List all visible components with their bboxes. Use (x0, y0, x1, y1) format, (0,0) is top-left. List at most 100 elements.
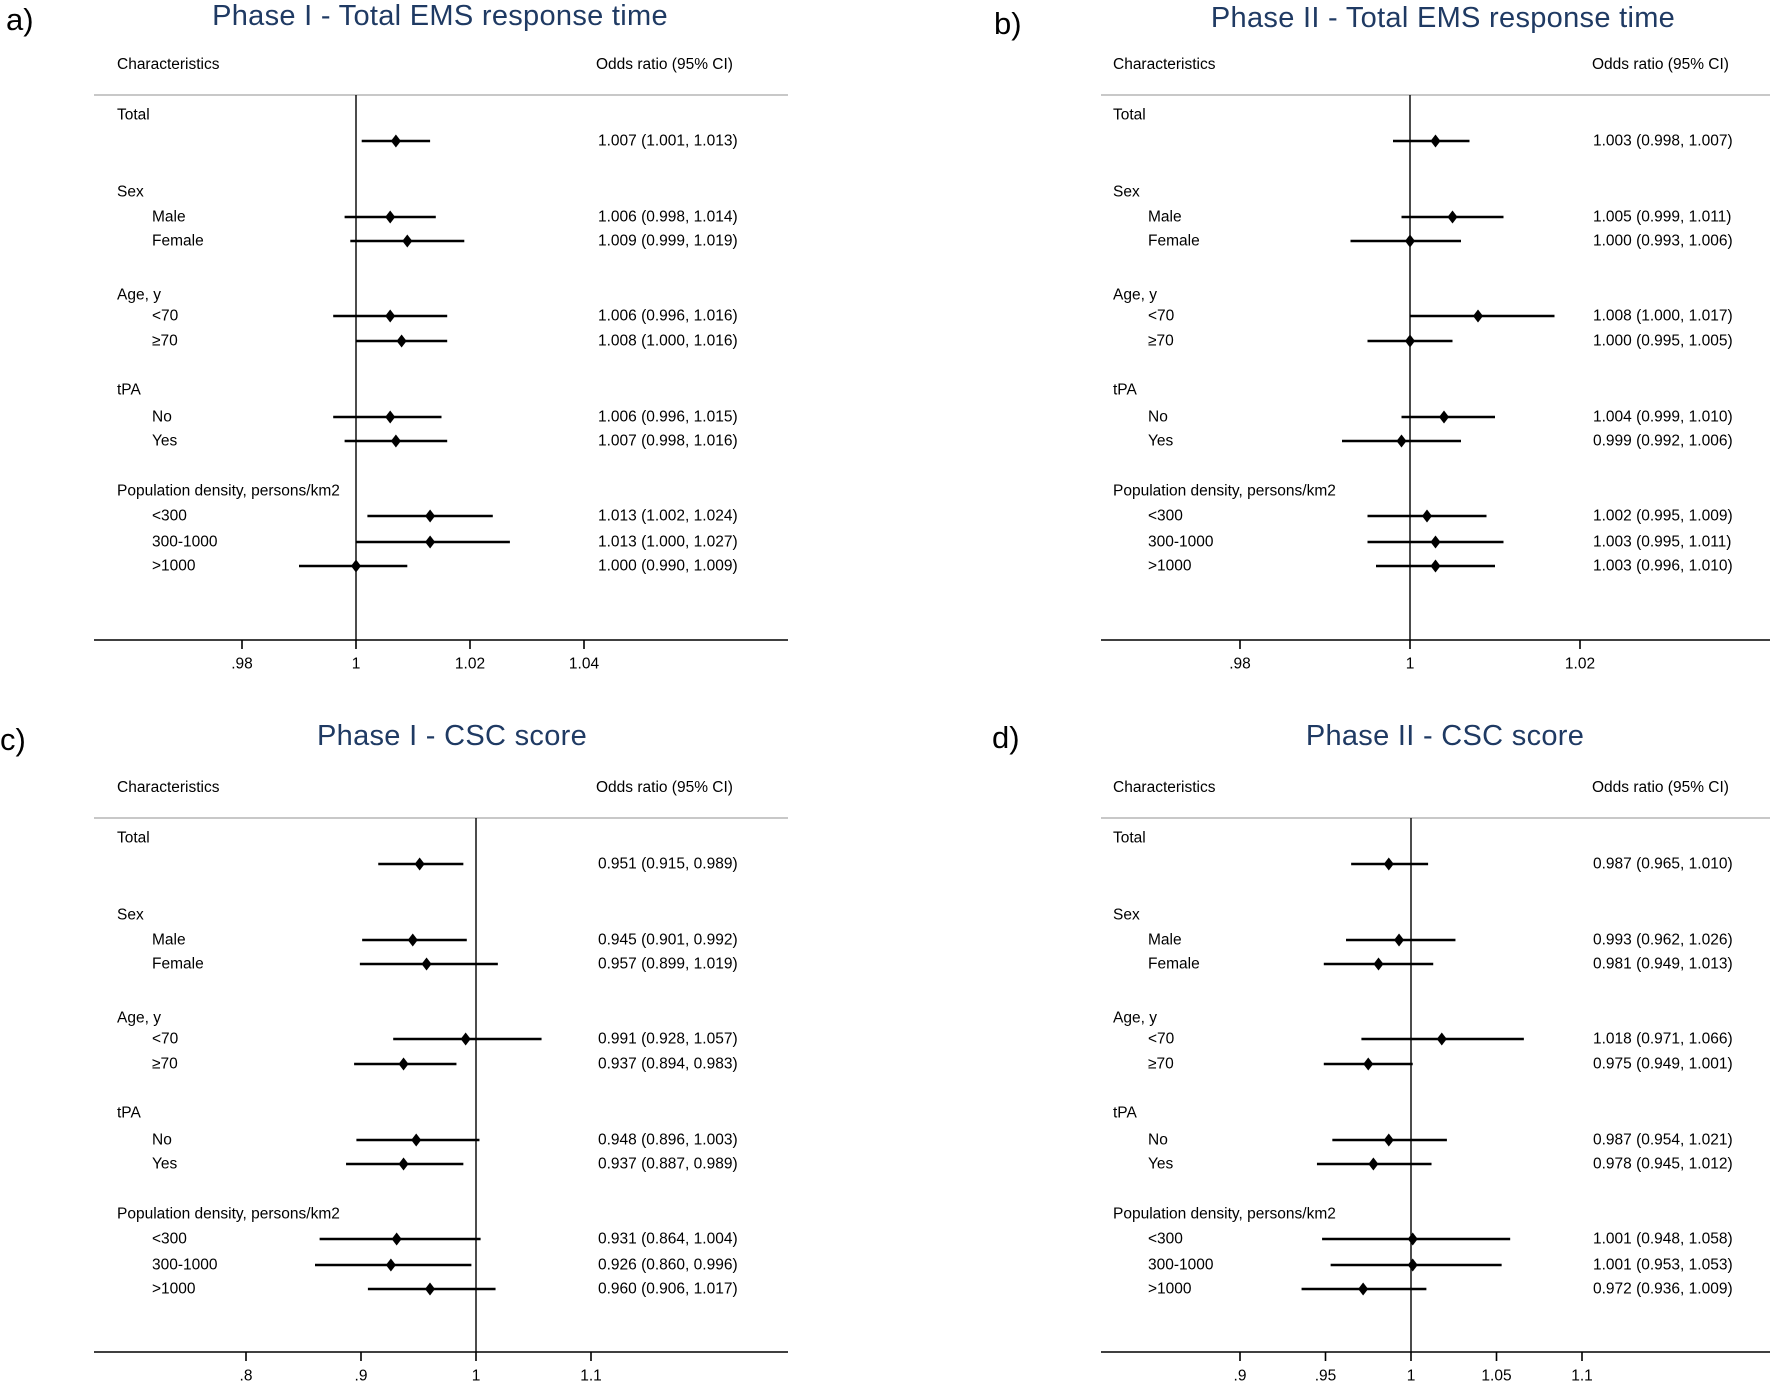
row-label: ≥70 (152, 1056, 178, 1073)
x-tick-label: 1.05 (1481, 1368, 1511, 1382)
row-group-label: Age, y (1113, 1010, 1157, 1027)
or-marker (385, 1258, 396, 1272)
or-marker (425, 1282, 435, 1296)
or-marker (421, 957, 432, 971)
x-tick-label: 1 (472, 1368, 481, 1382)
row-label: <70 (152, 308, 179, 325)
row-label: No (152, 1132, 172, 1149)
panel-b-col-odds-ratio: Odds ratio (95% CI) (1592, 56, 1729, 73)
panel-d-title: Phase II - CSC score (1305, 720, 1585, 752)
row-group-label: Total (117, 107, 150, 124)
or-marker (1422, 509, 1432, 523)
or-marker (351, 559, 361, 573)
or-marker (1407, 1258, 1418, 1272)
x-tick-label: 1.1 (1571, 1368, 1593, 1382)
or-ci-value: 0.948 (0.896, 1.003) (598, 1132, 738, 1149)
or-ci-value: 0.975 (0.949, 1.001) (1593, 1056, 1733, 1073)
row-label: >1000 (1148, 1281, 1192, 1298)
or-marker (1394, 933, 1405, 947)
or-marker (390, 134, 401, 148)
or-ci-value: 1.018 (0.971, 1.066) (1593, 1031, 1733, 1048)
row-label: No (1148, 1132, 1168, 1149)
x-tick-label: 1 (352, 656, 361, 673)
or-ci-value: 1.007 (1.001, 1.013) (598, 133, 738, 150)
or-ci-value: 0.945 (0.901, 0.992) (598, 932, 738, 949)
panel-a-letter: a) (6, 2, 34, 37)
row-group-label: Age, y (1113, 287, 1157, 304)
row-label: <300 (152, 1231, 187, 1248)
or-marker (391, 1232, 402, 1246)
or-ci-value: 1.001 (0.948, 1.058) (1593, 1231, 1733, 1248)
or-ci-value: 0.960 (0.906, 1.017) (598, 1281, 738, 1298)
row-label: Male (152, 209, 186, 226)
or-marker (1473, 309, 1483, 323)
row-label: Female (1148, 956, 1200, 973)
or-ci-value: 1.003 (0.998, 1.007) (1593, 133, 1733, 150)
row-group-label: Population density, persons/km2 (117, 1206, 340, 1223)
or-marker (1363, 1057, 1374, 1071)
x-tick-label: 1 (1407, 1368, 1416, 1382)
or-ci-value: 1.005 (0.999, 1.011) (1593, 209, 1731, 226)
panel-b-col-characteristics: Characteristics (1113, 56, 1216, 73)
or-marker (1383, 857, 1394, 871)
or-marker (385, 210, 396, 224)
row-label: >1000 (152, 1281, 196, 1298)
row-group-label: tPA (1113, 1105, 1137, 1122)
panel-d-col-odds-ratio: Odds ratio (95% CI) (1592, 779, 1729, 796)
x-tick-label: .98 (231, 656, 253, 673)
x-tick-label: .98 (1229, 656, 1251, 673)
row-label: <300 (1148, 508, 1183, 525)
x-tick-label: .9 (1234, 1368, 1247, 1382)
row-group-label: Sex (117, 907, 144, 924)
row-label: No (1148, 409, 1168, 426)
or-marker (407, 933, 418, 947)
row-label: Male (1148, 932, 1182, 949)
row-label: Yes (1148, 1156, 1174, 1173)
or-ci-value: 1.008 (1.000, 1.016) (598, 333, 738, 350)
row-label: Male (152, 932, 186, 949)
or-ci-value: 0.937 (0.887, 0.989) (598, 1156, 738, 1173)
or-ci-value: 1.000 (0.990, 1.009) (598, 558, 738, 575)
or-ci-value: 1.006 (0.996, 1.016) (598, 308, 738, 325)
or-marker (1405, 234, 1415, 248)
or-marker (1430, 535, 1441, 549)
or-marker (398, 1057, 409, 1071)
row-label: Yes (152, 433, 178, 450)
or-ci-value: 1.009 (0.999, 1.019) (598, 233, 738, 250)
or-ci-value: 0.999 (0.992, 1.006) (1593, 433, 1733, 450)
or-ci-value: 1.008 (1.000, 1.017) (1593, 308, 1733, 325)
row-group-label: tPA (117, 382, 141, 399)
x-tick-label: 1.04 (569, 656, 600, 673)
row-group-label: Population density, persons/km2 (1113, 483, 1336, 500)
row-label: <70 (152, 1031, 179, 1048)
row-label: <70 (1148, 308, 1175, 325)
panel-d-letter: d) (992, 720, 1020, 755)
or-ci-value: 1.003 (0.996, 1.010) (1593, 558, 1733, 575)
or-marker (1430, 134, 1441, 148)
x-tick-label: 1.02 (1565, 656, 1595, 673)
or-marker (1373, 957, 1384, 971)
or-ci-value: 1.013 (1.000, 1.027) (598, 534, 738, 551)
row-label: 300-1000 (152, 534, 218, 551)
row-group-label: Population density, persons/km2 (117, 483, 340, 500)
or-ci-value: 0.987 (0.954, 1.021) (1593, 1132, 1733, 1149)
or-ci-value: 0.937 (0.894, 0.983) (598, 1056, 738, 1073)
or-ci-value: 1.000 (0.993, 1.006) (1593, 233, 1733, 250)
row-label: ≥70 (152, 333, 178, 350)
row-label: 300-1000 (152, 1257, 218, 1274)
panel-c-col-characteristics: Characteristics (117, 779, 220, 796)
x-tick-label: .9 (355, 1368, 368, 1382)
or-marker (390, 434, 401, 448)
row-group-label: Age, y (117, 287, 161, 304)
row-group-label: Population density, persons/km2 (1113, 1206, 1336, 1223)
or-marker (1436, 1032, 1447, 1046)
row-group-label: Sex (1113, 907, 1140, 924)
panel-b-letter: b) (994, 6, 1022, 41)
or-ci-value: 0.987 (0.965, 1.010) (1593, 856, 1733, 873)
or-marker (1368, 1157, 1379, 1171)
or-ci-value: 1.001 (0.953, 1.053) (1593, 1257, 1733, 1274)
or-marker (414, 857, 425, 871)
or-ci-value: 0.926 (0.860, 0.996) (598, 1257, 738, 1274)
or-marker (425, 509, 436, 523)
